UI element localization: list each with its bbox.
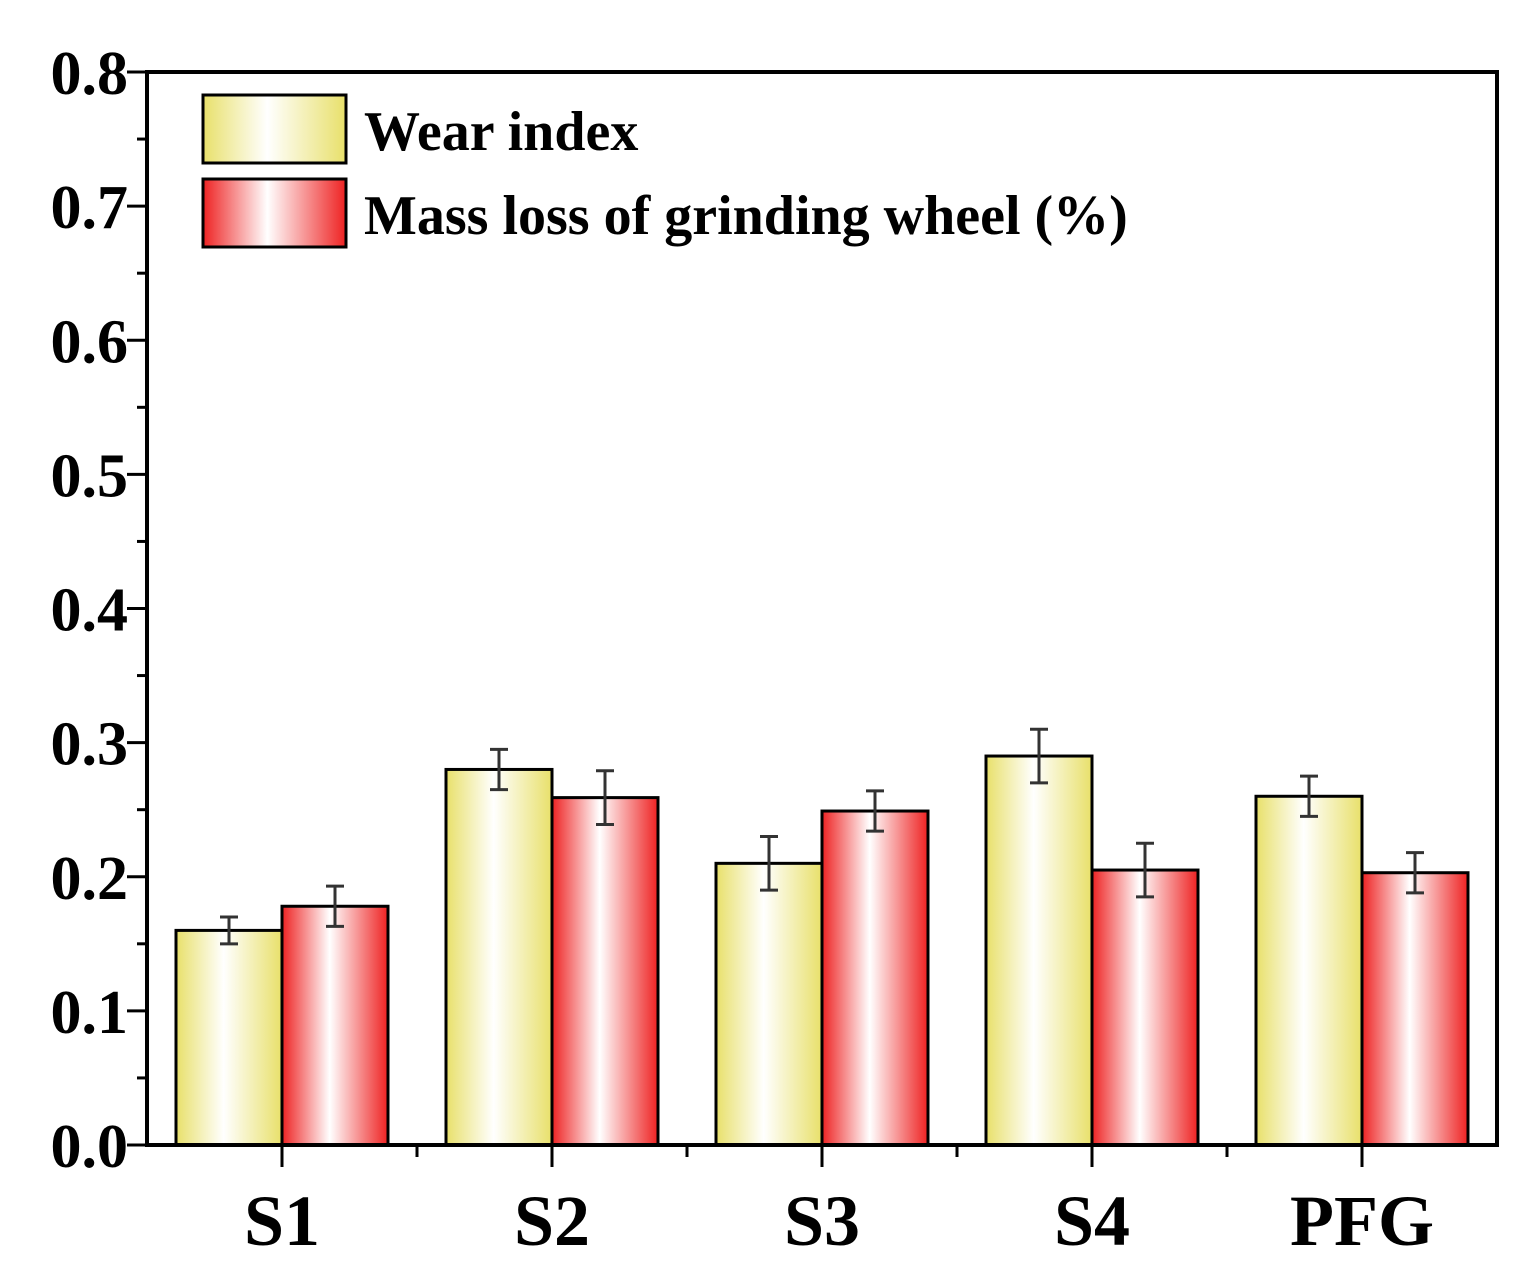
error-bar-s3-series-2 bbox=[866, 789, 884, 833]
bar-pfg-series-1 bbox=[1254, 794, 1364, 1147]
y-tick-label: 0.8 bbox=[51, 40, 129, 108]
error-bar-s1-series-2 bbox=[326, 884, 344, 928]
legend-swatch-mass-loss bbox=[201, 177, 348, 249]
error-bar-s2-series-1 bbox=[490, 747, 508, 792]
bar-s1-series-1 bbox=[174, 928, 284, 1147]
bar-s1-series-2 bbox=[280, 904, 390, 1147]
x-tick-label-s4: S4 bbox=[1054, 1181, 1130, 1261]
bar-s2-series-1 bbox=[444, 767, 554, 1147]
y-tick-label: 0.4 bbox=[51, 577, 129, 645]
y-tick-label: 0.7 bbox=[51, 174, 129, 242]
error-bars-layer bbox=[220, 727, 1424, 946]
bar-pfg-series-2 bbox=[1360, 871, 1470, 1147]
bar-s3-series-2 bbox=[820, 809, 930, 1147]
legend-label-mass-loss: Mass loss of grinding wheel (%) bbox=[364, 185, 1128, 247]
bar-s4-series-1 bbox=[984, 754, 1094, 1147]
x-tick-label-s3: S3 bbox=[784, 1181, 860, 1261]
y-tick-label: 0.3 bbox=[51, 711, 129, 779]
bar-s4-series-2 bbox=[1090, 868, 1200, 1147]
x-tick-label-pfg: PFG bbox=[1290, 1181, 1434, 1261]
legend: Wear index Mass loss of grinding wheel (… bbox=[201, 93, 1128, 249]
error-bar-s4-series-2 bbox=[1136, 841, 1154, 899]
y-tick-label: 0.1 bbox=[51, 979, 129, 1047]
x-tick-label-s2: S2 bbox=[514, 1181, 590, 1261]
y-tick-label: 0.5 bbox=[51, 442, 129, 510]
y-tick-label: 0.0 bbox=[51, 1113, 129, 1181]
x-axis: S1 S2 S3 S4 PFG bbox=[244, 1145, 1434, 1261]
x-tick-label-s1: S1 bbox=[244, 1181, 320, 1261]
error-bar-pfg-series-2 bbox=[1406, 851, 1424, 895]
y-tick-label: 0.2 bbox=[51, 845, 129, 913]
legend-swatch-wear-index bbox=[201, 93, 348, 165]
error-bar-s3-series-1 bbox=[760, 835, 778, 892]
legend-label-wear-index: Wear index bbox=[364, 101, 638, 163]
y-axis: 0.0 0.1 0.2 0.3 0.4 0.5 0.6 0.7 0.8 bbox=[51, 40, 147, 1181]
error-bar-s2-series-2 bbox=[596, 769, 614, 826]
error-bar-s4-series-1 bbox=[1030, 727, 1048, 785]
bar-s3-series-1 bbox=[714, 861, 824, 1147]
bars-layer bbox=[174, 754, 1470, 1147]
bar-s2-series-2 bbox=[550, 796, 660, 1147]
error-bar-s1-series-1 bbox=[220, 915, 238, 946]
y-tick-label: 0.6 bbox=[51, 308, 129, 376]
error-bar-pfg-series-1 bbox=[1300, 774, 1318, 818]
